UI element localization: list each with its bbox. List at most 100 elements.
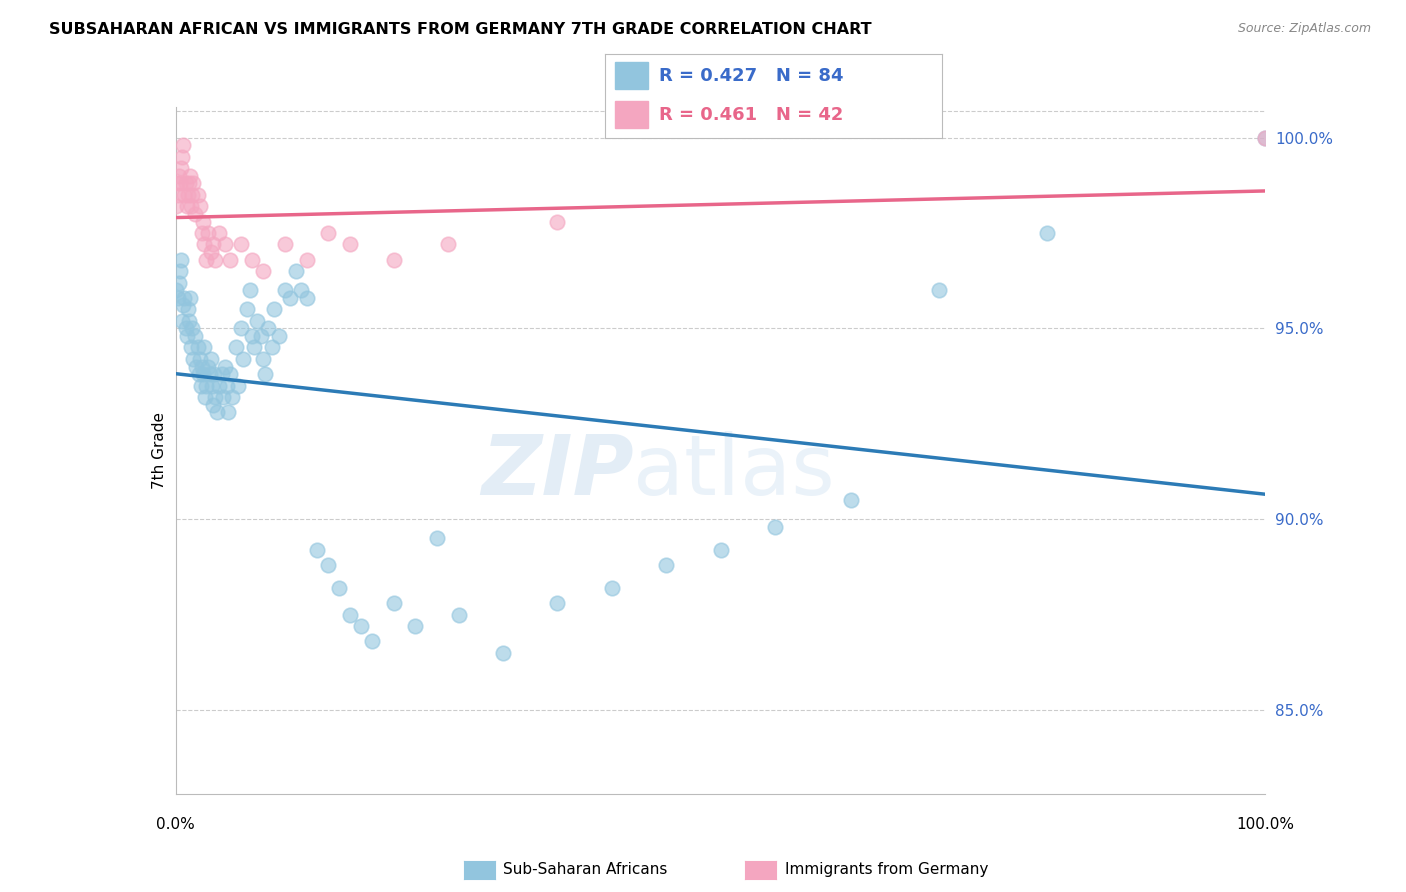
Point — [274, 237, 297, 252]
Point — [278, 291, 301, 305]
Point — [231, 321, 253, 335]
Point — [186, 359, 208, 374]
Point — [263, 302, 285, 317]
Point — [195, 252, 218, 267]
Point — [339, 607, 361, 622]
Point — [177, 187, 200, 202]
Point — [295, 291, 318, 305]
Point — [447, 607, 470, 622]
Point — [179, 291, 201, 305]
Point — [173, 291, 195, 305]
Text: R = 0.427   N = 84: R = 0.427 N = 84 — [658, 67, 844, 85]
Point — [219, 252, 242, 267]
Point — [188, 351, 211, 366]
Point — [177, 314, 200, 328]
Point — [235, 302, 257, 317]
Point — [211, 390, 233, 404]
Point — [204, 390, 226, 404]
Point — [204, 252, 226, 267]
Text: Source: ZipAtlas.com: Source: ZipAtlas.com — [1237, 22, 1371, 36]
Point — [655, 558, 678, 572]
Text: ZIP: ZIP — [481, 431, 633, 512]
Point — [181, 177, 204, 191]
Point — [763, 520, 786, 534]
Point — [191, 367, 214, 381]
Point — [202, 367, 225, 381]
Point — [169, 177, 191, 191]
Point — [215, 378, 238, 392]
Point — [350, 619, 373, 633]
Point — [339, 237, 361, 252]
Point — [195, 378, 218, 392]
Point — [290, 283, 312, 297]
Point — [184, 329, 207, 343]
Point — [172, 138, 194, 153]
Point — [197, 359, 219, 374]
Text: R = 0.461   N = 42: R = 0.461 N = 42 — [658, 105, 844, 123]
Point — [201, 378, 224, 392]
Point — [170, 252, 193, 267]
Point — [1036, 226, 1059, 240]
Point — [214, 359, 236, 374]
Point — [257, 321, 280, 335]
Point — [382, 596, 405, 610]
Point — [194, 390, 217, 404]
Point — [167, 291, 190, 305]
Point — [219, 367, 242, 381]
Point — [179, 169, 201, 183]
Point — [284, 264, 307, 278]
Point — [181, 187, 204, 202]
Point — [190, 378, 212, 392]
Point — [1254, 130, 1277, 145]
Bar — [614, 62, 648, 89]
Point — [177, 177, 200, 191]
Point — [186, 187, 209, 202]
Point — [600, 581, 623, 595]
Point — [180, 341, 202, 355]
Point — [167, 276, 190, 290]
Point — [208, 378, 231, 392]
Point — [172, 314, 194, 328]
Point — [382, 252, 405, 267]
Point — [240, 252, 263, 267]
Point — [188, 199, 211, 213]
Point — [205, 405, 228, 419]
Point — [318, 226, 340, 240]
Point — [328, 581, 350, 595]
Point — [201, 398, 224, 412]
Point — [246, 314, 269, 328]
Point — [198, 367, 221, 381]
Point — [274, 283, 297, 297]
Text: Sub-Saharan Africans: Sub-Saharan Africans — [503, 863, 668, 877]
Point — [295, 252, 318, 267]
Point — [546, 214, 568, 228]
Text: 0.0%: 0.0% — [156, 817, 195, 831]
Point — [177, 302, 200, 317]
Point — [231, 237, 253, 252]
Point — [173, 187, 195, 202]
Point — [172, 298, 194, 312]
Point — [174, 321, 197, 335]
Point — [546, 596, 568, 610]
Point — [239, 283, 262, 297]
Point — [208, 226, 231, 240]
Point — [181, 321, 204, 335]
Point — [211, 367, 233, 381]
Point — [307, 542, 329, 557]
Point — [360, 634, 382, 648]
Point — [200, 351, 222, 366]
Point — [169, 264, 191, 278]
Point — [166, 177, 188, 191]
Point — [269, 329, 291, 343]
Point — [191, 359, 214, 374]
Text: atlas: atlas — [633, 431, 835, 512]
Point — [176, 329, 198, 343]
Point — [225, 341, 247, 355]
Point — [437, 237, 460, 252]
Point — [191, 226, 214, 240]
Point — [180, 199, 202, 213]
Point — [184, 207, 207, 221]
Point — [191, 214, 214, 228]
Point — [165, 283, 187, 297]
Point — [405, 619, 427, 633]
